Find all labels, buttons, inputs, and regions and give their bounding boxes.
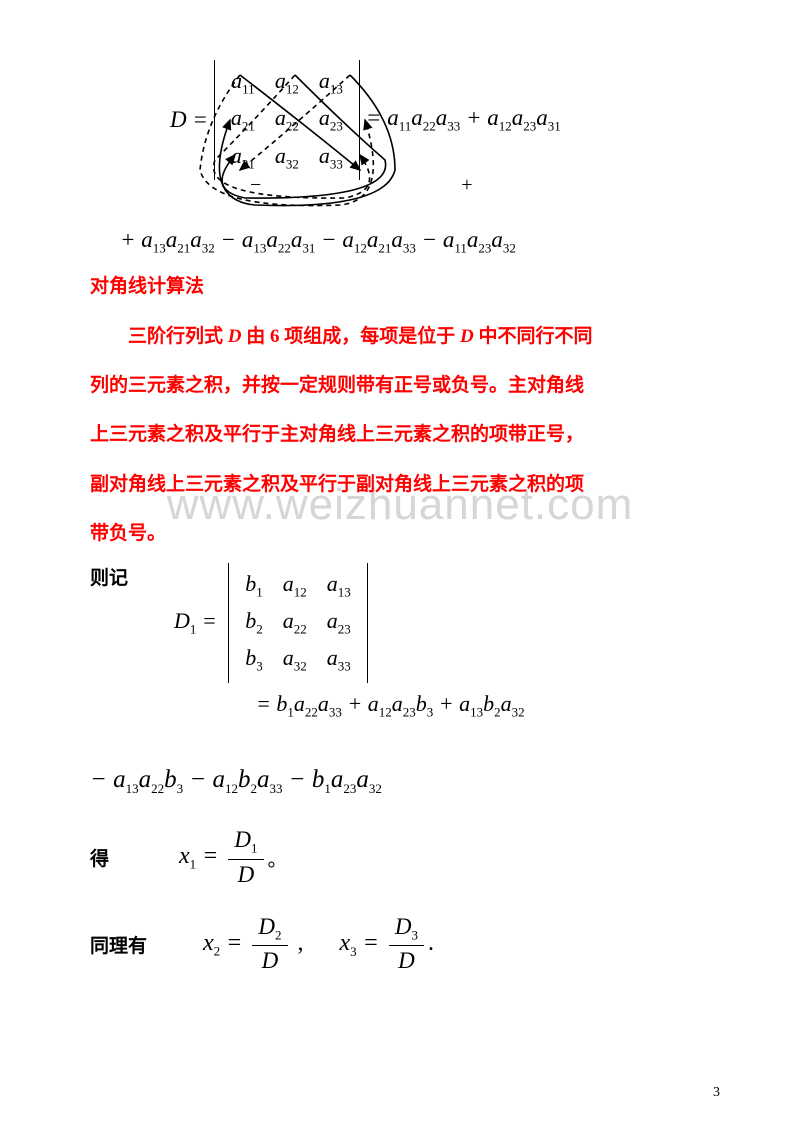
d1-matrix: b1a12a13 b2a22a23 b3a32a33	[228, 563, 368, 683]
eq1-lhs: D =	[170, 107, 208, 133]
tongli-label: 同理有	[90, 931, 147, 958]
red-title: 对角线计算法	[90, 271, 730, 298]
zeji-label: 则记	[90, 563, 128, 590]
page-number: 3	[713, 1085, 720, 1101]
de-label: 得	[90, 844, 109, 871]
d1-definition: 则记 D1 = b1a12a13 b2a22a23 b3a32a33	[90, 563, 730, 683]
x1-result: 得 x1 = D1D 。	[90, 827, 730, 888]
eq1-matrix: a11 a12 a13 a21 a22 a23 a31 a32 a33	[214, 60, 360, 180]
equation-D-definition: D = a11 a12 a13 a21 a22 a23 a31 a	[170, 60, 730, 197]
d1-expansion-line1: = b1a22a33 + a12a23b3 + a13b2a32	[256, 691, 730, 720]
d1-expansion-line2: − a13a22b3 − a12b2a33 − b1a23a32	[90, 766, 730, 797]
red-paragraph: 三阶行列式 D 由 6 项组成，每项是位于 D 中不同行不同 列的三元素之积，并…	[90, 312, 730, 559]
x2-x3-result: 同理有 x2 = D2D , x3 = D3D.	[90, 914, 730, 975]
eq1-rhs-line1: = a11a22a33 + a12a23a31	[366, 105, 561, 135]
eq1-line2: + a13a21a32 − a13a22a31 − a12a21a33 − a1…	[120, 227, 730, 257]
